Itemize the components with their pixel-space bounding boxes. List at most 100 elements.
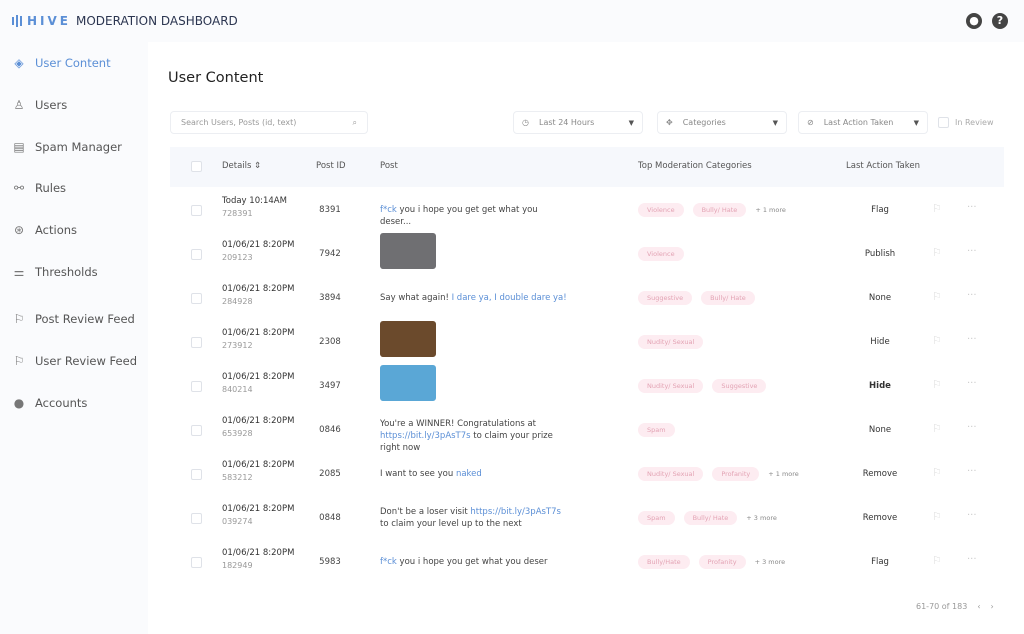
last-action: None xyxy=(868,293,892,303)
prev-page-icon[interactable]: ‹ xyxy=(977,602,981,611)
flag-icon[interactable]: ⚐ xyxy=(932,554,942,567)
post-link[interactable]: I dare ya, I double dare ya! xyxy=(451,293,567,303)
post-id-header: Post ID xyxy=(316,161,346,171)
post-text: f*ck you i hope you get get what you des… xyxy=(380,205,538,227)
post-image-thumbnail[interactable] xyxy=(380,233,436,269)
post-link[interactable]: naked xyxy=(455,469,482,479)
post-image-thumbnail[interactable] xyxy=(380,365,436,401)
next-page-icon[interactable]: › xyxy=(990,602,994,611)
flag-icon[interactable]: ⚐ xyxy=(932,510,942,523)
category-tags: Violence xyxy=(638,247,684,261)
user-id[interactable]: 273912 xyxy=(222,341,253,350)
more-options-icon[interactable]: ··· xyxy=(967,510,977,521)
user-id[interactable]: 039274 xyxy=(222,517,253,526)
more-categories[interactable]: + 1 more xyxy=(755,206,786,214)
category-tag: Nudity/ Sexual xyxy=(638,379,704,393)
row-checkbox[interactable] xyxy=(191,293,202,304)
user-id[interactable]: 209123 xyxy=(222,253,253,262)
user-id[interactable]: 728391 xyxy=(222,209,253,218)
pagination: 61-70 of 183 ‹ › xyxy=(916,602,994,611)
row-checkbox[interactable] xyxy=(191,381,202,392)
flag-icon[interactable]: ⚐ xyxy=(932,290,942,303)
post-link[interactable]: https://bit.ly/3pAsT7s xyxy=(470,507,561,517)
row-checkbox[interactable] xyxy=(191,337,202,348)
sidebar-item-accounts[interactable]: ● Accounts xyxy=(13,396,88,410)
user-id[interactable]: 653928 xyxy=(222,429,253,438)
sidebar-item-actions[interactable]: ⊛ Actions xyxy=(13,223,78,237)
more-options-icon[interactable]: ··· xyxy=(967,202,977,213)
search-input[interactable]: Search Users, Posts (id, text) ⌕ xyxy=(170,111,368,134)
caret-down-icon: ▼ xyxy=(628,118,634,127)
last-action: Remove xyxy=(862,469,898,479)
last-action-dropdown[interactable]: ⊘ Last Action Taken ▼ xyxy=(798,111,928,134)
sidebar-item-thresholds[interactable]: ⚌ Thresholds xyxy=(13,265,98,279)
category-tag: Nudity/ Sexual xyxy=(638,467,704,481)
category-tag: Bully/ Hate xyxy=(683,511,738,525)
row-checkbox[interactable] xyxy=(191,205,202,216)
last-action: Flag xyxy=(871,205,889,215)
help-icon[interactable]: ? xyxy=(992,13,1008,29)
flag-icon[interactable]: ⚐ xyxy=(932,246,942,259)
table-row: 01/06/21 8:20PM 039274 0848 Don't be a l… xyxy=(170,496,1004,540)
more-options-icon[interactable]: ··· xyxy=(967,466,977,477)
categories-dropdown[interactable]: ✥ Categories ▼ xyxy=(657,111,787,134)
more-categories[interactable]: + 1 more xyxy=(768,470,799,478)
user-id[interactable]: 182949 xyxy=(222,561,253,570)
category-tags: Nudity/ Sexual Suggestive xyxy=(638,379,767,393)
more-options-icon[interactable]: ··· xyxy=(967,290,977,301)
user-id[interactable]: 840214 xyxy=(222,385,253,394)
time-range-dropdown[interactable]: ◷ Last 24 Hours ▼ xyxy=(513,111,643,134)
row-checkbox[interactable] xyxy=(191,469,202,480)
more-options-icon[interactable]: ··· xyxy=(967,246,977,257)
post-link[interactable]: f*ck xyxy=(380,557,397,567)
sidebar-item-user-content[interactable]: ◈ User Content xyxy=(12,56,110,70)
row-checkbox[interactable] xyxy=(191,513,202,524)
table-row: Today 10:14AM 728391 8391 f*ck you i hop… xyxy=(170,188,1004,232)
category-tag: Bully/ Hate xyxy=(701,291,755,305)
flag-icon[interactable]: ⚐ xyxy=(932,466,942,479)
details-header[interactable]: Details ⇕ xyxy=(222,161,262,171)
more-options-icon[interactable]: ··· xyxy=(967,554,977,565)
last-action: Hide xyxy=(869,381,891,391)
user-icon[interactable]: ● xyxy=(966,13,982,29)
top-bar: HIVE MODERATION DASHBOARD ● ? xyxy=(0,0,1024,42)
more-options-icon[interactable]: ··· xyxy=(967,334,977,345)
user-id[interactable]: 284928 xyxy=(222,297,253,306)
sidebar-item-spam-manager[interactable]: ▤ Spam Manager xyxy=(13,140,122,154)
post-link[interactable]: https://bit.ly/3pAsT7s xyxy=(380,431,471,441)
last-action: Publish xyxy=(864,249,896,259)
last-action: Hide xyxy=(870,337,890,347)
in-review-checkbox[interactable]: In Review xyxy=(938,117,994,128)
category-tag: Bully/Hate xyxy=(638,555,690,569)
logo: HIVE MODERATION DASHBOARD xyxy=(12,14,238,28)
more-options-icon[interactable]: ··· xyxy=(967,378,977,389)
category-tag: Bully/ Hate xyxy=(692,203,747,217)
post-id: 0846 xyxy=(319,425,341,435)
row-checkbox[interactable] xyxy=(191,557,202,568)
category-tag: Profanity xyxy=(698,555,746,569)
more-categories[interactable]: + 3 more xyxy=(754,558,786,566)
caret-down-icon: ▼ xyxy=(772,118,778,127)
row-checkbox[interactable] xyxy=(191,425,202,436)
category-tags: Violence Bully/ Hate + 1 more xyxy=(638,203,786,217)
sidebar-item-users[interactable]: ♙ Users xyxy=(13,98,68,112)
flag-icon[interactable]: ⚐ xyxy=(932,422,942,435)
row-checkbox[interactable] xyxy=(191,249,202,260)
more-categories[interactable]: + 3 more xyxy=(746,514,777,522)
post-date: 01/06/21 8:20PM xyxy=(222,548,295,558)
flag-icon[interactable]: ⚐ xyxy=(932,202,942,215)
flag-icon[interactable]: ⚐ xyxy=(932,378,942,391)
category-tag: Suggestive xyxy=(712,379,767,393)
user-id[interactable]: 583212 xyxy=(222,473,253,482)
post-image-thumbnail[interactable] xyxy=(380,321,436,357)
flag-icon: ⚐ xyxy=(13,354,25,368)
action-header: Last Action Taken xyxy=(846,161,920,171)
post-link[interactable]: f*ck xyxy=(380,205,397,215)
sidebar-item-user-review-feed[interactable]: ⚐ User Review Feed xyxy=(13,354,137,368)
sidebar-item-post-review-feed[interactable]: ⚐ Post Review Feed xyxy=(13,312,135,326)
more-options-icon[interactable]: ··· xyxy=(967,422,977,433)
flag-icon[interactable]: ⚐ xyxy=(932,334,942,347)
select-all-checkbox[interactable] xyxy=(191,161,202,172)
move-icon: ✥ xyxy=(666,118,673,127)
sidebar-item-rules[interactable]: ⚯ Rules xyxy=(13,181,67,195)
